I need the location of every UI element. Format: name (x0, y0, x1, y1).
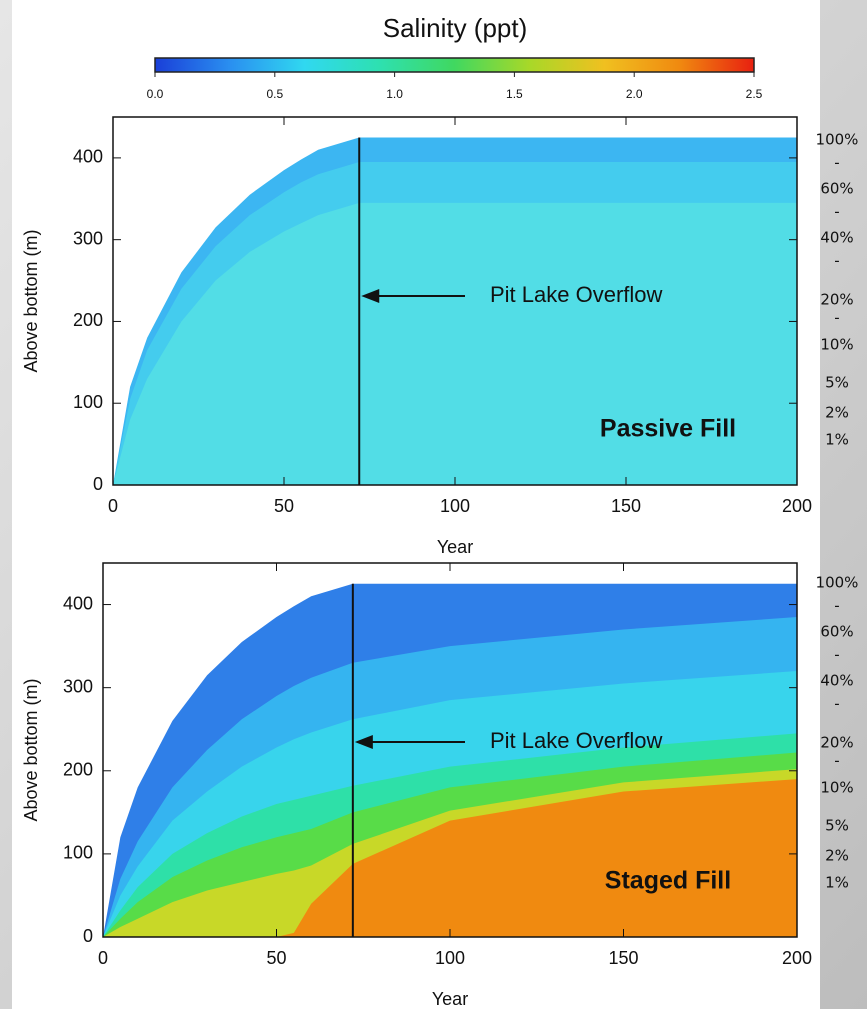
y-axis-label: Above bottom (m) (21, 229, 41, 372)
salinity-layer (113, 202, 797, 485)
colorbar-tick-label: 2.5 (746, 87, 763, 101)
y-tick-label: 0 (93, 474, 103, 494)
y-tick-label: 400 (63, 593, 93, 613)
side-label: 60% (820, 180, 853, 198)
colorbar-tick-label: 2.0 (626, 87, 643, 101)
side-label: 1% (825, 874, 849, 892)
y-tick-label: 200 (73, 310, 103, 330)
x-tick-label: 200 (782, 496, 812, 516)
y-tick-label: 200 (63, 760, 93, 780)
arrow-head (354, 735, 373, 749)
side-label: 5% (825, 817, 849, 835)
colorbar-title: Salinity (ppt) (383, 13, 528, 43)
side-label: - (834, 203, 839, 221)
panel-label: Staged Fill (605, 867, 731, 895)
side-label: - (834, 597, 839, 615)
colorbar-tick-label: 1.0 (386, 87, 403, 101)
side-label: 5% (825, 374, 849, 392)
side-label: 10% (820, 779, 853, 797)
x-axis-label: Year (432, 989, 468, 1009)
y-tick-label: 0 (83, 926, 93, 946)
colorbar-tick-label: 0.0 (147, 87, 164, 101)
y-tick-label: 300 (63, 676, 93, 696)
overflow-annotation: Pit Lake Overflow (490, 282, 663, 307)
side-label: 2% (825, 404, 849, 422)
side-label: 40% (820, 229, 853, 247)
side-label: 10% (820, 336, 853, 354)
side-label: 2% (825, 847, 849, 865)
side-label: 60% (820, 623, 853, 641)
side-label: 1% (825, 431, 849, 449)
x-tick-label: 0 (98, 948, 108, 968)
x-tick-label: 200 (782, 948, 812, 968)
side-label: - (834, 646, 839, 664)
y-tick-label: 400 (73, 147, 103, 167)
side-label: 100% (816, 131, 859, 149)
panel-label: Passive Fill (600, 415, 736, 443)
side-label: - (834, 695, 839, 713)
x-tick-label: 0 (108, 496, 118, 516)
side-label: 20% (820, 291, 853, 309)
side-label: 20% (820, 734, 853, 752)
salinity-layer (103, 779, 797, 937)
colorbar-tick-label: 1.5 (506, 87, 523, 101)
side-label: 40% (820, 672, 853, 690)
x-tick-label: 50 (266, 948, 286, 968)
y-tick-label: 100 (73, 392, 103, 412)
y-tick-label: 300 (73, 228, 103, 248)
y-axis-label: Above bottom (m) (21, 678, 41, 821)
side-label: - (834, 154, 839, 172)
x-tick-label: 150 (608, 948, 638, 968)
side-label: 100% (816, 574, 859, 592)
side-label: - (834, 309, 839, 327)
x-tick-label: 100 (440, 496, 470, 516)
y-tick-label: 100 (63, 843, 93, 863)
overflow-annotation: Pit Lake Overflow (490, 728, 663, 753)
side-label: - (834, 252, 839, 270)
colorbar-tick-label: 0.5 (266, 87, 283, 101)
x-axis-label: Year (437, 537, 473, 557)
x-tick-label: 50 (274, 496, 294, 516)
colorbar (154, 57, 755, 73)
arrow-head (361, 289, 380, 303)
x-tick-label: 100 (435, 948, 465, 968)
x-tick-label: 150 (611, 496, 641, 516)
side-label: - (834, 752, 839, 770)
